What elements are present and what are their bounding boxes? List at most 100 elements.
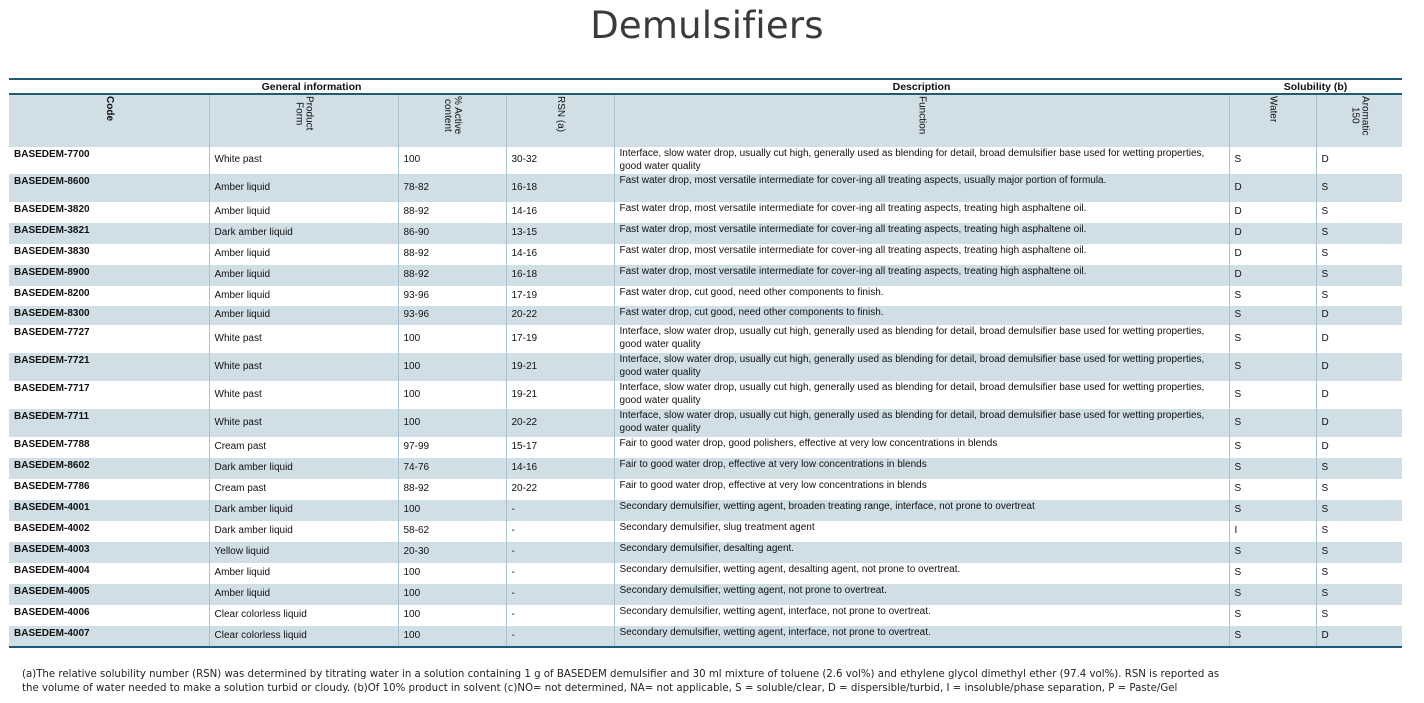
cell-aromatic-150: D bbox=[1315, 147, 1403, 174]
demulsifiers-table: General information Description Solubili… bbox=[9, 78, 1403, 648]
cell-code: BASEDEM-7788 bbox=[14, 439, 90, 450]
cell-water: S bbox=[1228, 437, 1317, 458]
cell-code: BASEDEM-4007 bbox=[9, 626, 209, 648]
table-row: BASEDEM-7786 Cream past 88-92 20-22 Fair to … bbox=[9, 479, 1403, 500]
cell-rsn: 14-16 bbox=[505, 202, 615, 223]
cell-rsn: 14-16 bbox=[505, 244, 615, 265]
cell-rsn: - bbox=[505, 584, 615, 605]
table-row: BASEDEM-7788 Cream past 97-99 15-17 Fair to … bbox=[9, 437, 1403, 458]
cell-water: S bbox=[1228, 584, 1317, 605]
cell-aromatic-150: S bbox=[1315, 542, 1403, 563]
cell-product-form: Amber liquid bbox=[208, 563, 398, 584]
cell-active-content: 58-62 bbox=[397, 521, 506, 542]
cell-product-form: Dark amber liquid bbox=[208, 521, 398, 542]
cell-aromatic-150: D bbox=[1315, 409, 1403, 437]
cell-code: BASEDEM-7700 bbox=[14, 149, 90, 160]
column-header-aromatic-150: Aromatic 150 bbox=[1315, 94, 1403, 147]
cell-aromatic-150: S bbox=[1315, 521, 1403, 542]
cell-code: BASEDEM-4001 bbox=[9, 500, 209, 521]
footnote: (a)The relative solubility number (RSN) … bbox=[22, 668, 1412, 696]
cell-function: Fair to good water drop, effective at ve… bbox=[613, 479, 1230, 500]
cell-function: Fair to good water drop, effective at ve… bbox=[613, 458, 1230, 479]
table-row: BASEDEM-4003 Yellow liquid 20-30- Secondary… bbox=[9, 542, 1403, 563]
cell-rsn: - bbox=[505, 563, 615, 584]
cell-active-content: 100 bbox=[397, 353, 506, 381]
cell-rsn: 30-32 bbox=[505, 147, 615, 174]
cell-water: D bbox=[1228, 174, 1317, 202]
column-header-function: Function bbox=[613, 94, 1230, 147]
cell-water: S bbox=[1228, 306, 1317, 325]
cell-active-content: 100 bbox=[397, 147, 506, 174]
cell-active-content: 86-90 bbox=[397, 223, 506, 244]
cell-function: Fast water drop, most versatile intermed… bbox=[613, 223, 1230, 244]
cell-product-form: Amber liquid bbox=[208, 306, 398, 325]
cell-product-form: Cream past bbox=[208, 479, 398, 500]
cell-code: BASEDEM-8900 bbox=[9, 265, 209, 286]
cell-function: Interface, slow water drop, usually cut … bbox=[613, 147, 1230, 174]
cell-active-content: 88-92 bbox=[397, 244, 506, 265]
footnote-line-1: (a)The relative solubility number (RSN) … bbox=[22, 669, 1220, 680]
cell-water: S bbox=[1228, 286, 1317, 306]
cell-code: BASEDEM-7721 bbox=[9, 353, 209, 381]
cell-water: S bbox=[1228, 500, 1317, 521]
cell-rsn: 13-15 bbox=[505, 223, 615, 244]
group-header-row: General information Description Solubili… bbox=[9, 78, 1403, 95]
table-row: BASEDEM-4007 Clear colorless liquid 100- Se… bbox=[9, 626, 1403, 648]
cell-active-content: 100 bbox=[397, 626, 506, 648]
cell-active-content: 100 bbox=[397, 584, 506, 605]
cell-product-form: White past bbox=[208, 353, 398, 381]
cell-function: Fast water drop, most versatile intermed… bbox=[613, 174, 1230, 202]
cell-water: S bbox=[1228, 626, 1317, 648]
cell-product-form: Amber liquid bbox=[208, 174, 398, 202]
cell-product-form: Amber liquid bbox=[208, 265, 398, 286]
cell-rsn: 20-22 bbox=[505, 409, 615, 437]
cell-code: BASEDEM-7711 bbox=[9, 409, 209, 437]
cell-water: S bbox=[1228, 325, 1317, 353]
cell-rsn: 20-22 bbox=[505, 306, 615, 325]
cell-water: D bbox=[1228, 223, 1317, 244]
cell-code: BASEDEM-3821 bbox=[9, 223, 209, 244]
cell-water: S bbox=[1228, 458, 1317, 479]
column-header-row: Code Product Form % Active content RSN (… bbox=[9, 94, 1403, 147]
footnote-line-2: the volume of water needed to make a sol… bbox=[22, 683, 1178, 694]
cell-rsn: 16-18 bbox=[505, 174, 615, 202]
table-row: BASEDEM-4005 Amber liquid 100- Secondary de… bbox=[9, 584, 1403, 605]
cell-product-form: Clear colorless liquid bbox=[208, 626, 398, 648]
cell-active-content: 100 bbox=[397, 409, 506, 437]
cell-code: BASEDEM-4003 bbox=[9, 542, 209, 563]
cell-rsn: - bbox=[505, 542, 615, 563]
cell-aromatic-150: D bbox=[1315, 437, 1403, 458]
cell-aromatic-150: S bbox=[1315, 500, 1403, 521]
cell-code: BASEDEM-4002 bbox=[14, 523, 90, 534]
cell-rsn: 19-21 bbox=[505, 381, 615, 409]
cell-active-content: 88-92 bbox=[397, 479, 506, 500]
cell-active-content: 93-96 bbox=[397, 306, 506, 325]
cell-product-form: Dark amber liquid bbox=[208, 223, 398, 244]
cell-code: BASEDEM-7727 bbox=[14, 327, 90, 338]
cell-product-form: Amber liquid bbox=[208, 584, 398, 605]
cell-function: Secondary demulsifier, desalting agent. bbox=[613, 542, 1230, 563]
cell-water: S bbox=[1228, 147, 1317, 174]
table-row: BASEDEM-3821 Dark amber liquid 86-90 13-15 F… bbox=[9, 223, 1403, 244]
cell-code: BASEDEM-3830 bbox=[14, 246, 90, 257]
cell-code: BASEDEM-4004 bbox=[14, 565, 90, 576]
table-row: BASEDEM-7721 White past 100 19-21 Interface,… bbox=[9, 353, 1403, 381]
column-header-active-content: % Active content bbox=[397, 94, 506, 147]
cell-active-content: 93-96 bbox=[397, 286, 506, 306]
table-row: BASEDEM-8200 Amber liquid 93-96 17-19 Fast w… bbox=[9, 286, 1403, 306]
cell-water: D bbox=[1228, 202, 1317, 223]
cell-product-form: White past bbox=[208, 325, 398, 353]
group-general-information: General information bbox=[9, 78, 615, 95]
cell-active-content: 74-76 bbox=[397, 458, 506, 479]
cell-aromatic-150: S bbox=[1315, 584, 1403, 605]
cell-aromatic-150: S bbox=[1315, 223, 1403, 244]
cell-aromatic-150: S bbox=[1315, 265, 1403, 286]
cell-code: BASEDEM-8600 bbox=[9, 174, 209, 202]
table-row: BASEDEM-7717 White past 100 19-21 Interface,… bbox=[9, 381, 1403, 409]
table-row: BASEDEM-3820 Amber liquid 88-92 14-16 Fast w… bbox=[9, 202, 1403, 223]
cell-product-form: White past bbox=[208, 409, 398, 437]
cell-aromatic-150: S bbox=[1315, 479, 1403, 500]
cell-active-content: 88-92 bbox=[397, 202, 506, 223]
cell-water: S bbox=[1228, 381, 1317, 409]
cell-aromatic-150: S bbox=[1315, 605, 1403, 626]
